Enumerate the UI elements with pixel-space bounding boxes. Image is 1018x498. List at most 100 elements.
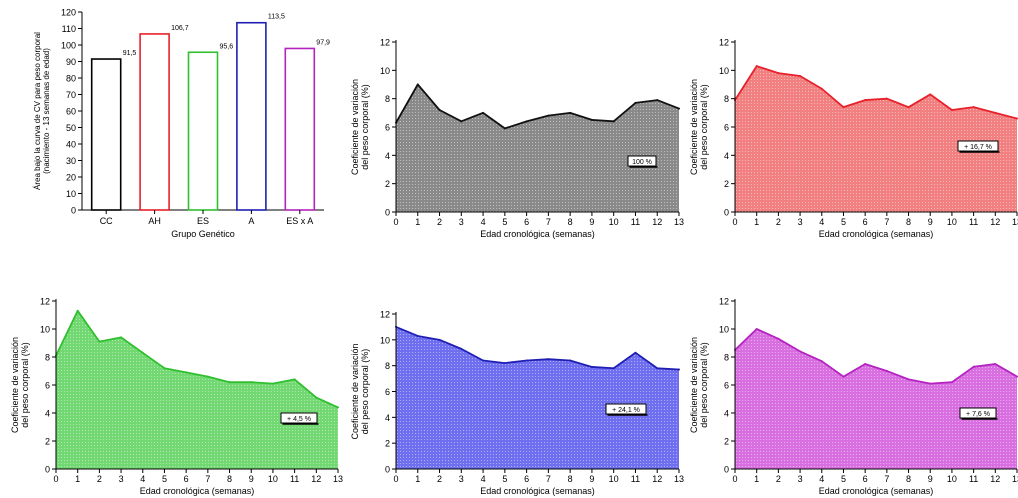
annotation-text: + 16,7 % [964, 144, 992, 151]
x-tick-label: 8 [906, 474, 911, 484]
x-tick-label: 3 [119, 474, 124, 484]
y-tick-label: 20 [66, 173, 76, 183]
y-tick-label: 60 [66, 107, 76, 117]
area-texture [735, 329, 1017, 469]
y-tick-label: 4 [724, 151, 729, 161]
x-tick-label: 5 [502, 474, 507, 484]
area-texture [396, 326, 679, 469]
y-tick-label: 10 [380, 66, 390, 76]
y-tick-label: 70 [66, 90, 76, 100]
y-tick-label: 6 [724, 123, 729, 133]
x-tick-label: 10 [947, 474, 957, 484]
y-tick-label: 6 [45, 381, 50, 391]
x-tick-label: 1 [754, 217, 759, 227]
x-tick-label: 4 [481, 217, 486, 227]
y-tick-label: 12 [380, 38, 390, 48]
area-texture [735, 66, 1017, 212]
x-tick-label: 1 [75, 474, 80, 484]
y-tick-label: 6 [385, 123, 390, 133]
x-tick-label: 12 [652, 474, 662, 484]
value-label: 97,9 [316, 39, 330, 46]
data-point [482, 111, 485, 114]
x-tick-label: 0 [732, 217, 737, 227]
data-point [820, 87, 823, 90]
data-point [250, 381, 253, 384]
y-tick-label: 10 [719, 66, 729, 76]
data-point [271, 382, 274, 385]
data-point [864, 99, 867, 102]
y-tick-label: 4 [385, 151, 390, 161]
data-point [569, 111, 572, 114]
data-point [777, 72, 780, 75]
x-tick-label: 8 [568, 217, 573, 227]
x-tick-label: 12 [990, 474, 1000, 484]
value-label: 91,5 [123, 50, 137, 57]
data-point [972, 106, 975, 109]
y-tick-label: 0 [724, 208, 729, 218]
y-tick-label: 6 [385, 387, 390, 397]
data-point [950, 381, 953, 384]
annotation-box [280, 412, 318, 424]
data-point [656, 367, 659, 370]
y-tick-label: 0 [385, 208, 390, 218]
x-tick-label: 2 [776, 217, 781, 227]
data-point [612, 367, 615, 370]
x-tick-label: 11 [290, 474, 299, 484]
data-point [460, 120, 463, 123]
x-tick-label: ES x A [286, 216, 313, 226]
x-tick-label: A [248, 216, 254, 226]
data-point [460, 347, 463, 350]
data-point [777, 337, 780, 340]
x-tick-label: 0 [393, 217, 398, 227]
y-tick-label: 2 [385, 179, 390, 189]
chart-bar: 0 10 20 30 40 50 60 70 80 90 100 110 120 91,5 CC 106,7 A… [33, 8, 330, 240]
x-tick-label: 13 [1012, 217, 1018, 227]
x-tick-label: 8 [227, 474, 232, 484]
data-point [907, 378, 910, 381]
x-axis-title: Edad cronológica (semanas) [480, 229, 595, 239]
y-tick-label: 12 [380, 310, 390, 320]
annotation-box [959, 407, 997, 419]
x-tick-label: 0 [53, 474, 58, 484]
x-tick-label: 4 [819, 474, 824, 484]
y-tick-label: 10 [719, 325, 729, 335]
x-axis-title: Edad cronológica (semanas) [480, 486, 595, 496]
x-tick-label: 6 [863, 217, 868, 227]
y-tick-label: 120 [61, 8, 76, 18]
value-label: 113,5 [268, 14, 285, 21]
value-label: 95,6 [220, 43, 234, 50]
data-point [755, 328, 758, 330]
x-tick-label: 12 [652, 217, 662, 227]
data-point [678, 368, 680, 371]
y-tick-label: 12 [719, 38, 729, 48]
data-point [185, 371, 188, 374]
y-tick-label: 2 [385, 439, 390, 449]
x-tick-label: 2 [437, 217, 442, 227]
x-tick-label: 1 [415, 474, 420, 484]
x-tick-label: 5 [502, 217, 507, 227]
y-axis-title: Coeficiente de variación [689, 79, 699, 175]
series-line [395, 326, 680, 371]
y-tick-label: 50 [66, 123, 76, 133]
data-point [885, 370, 888, 372]
series-line [395, 83, 680, 130]
y-tick-label: 2 [724, 179, 729, 189]
data-point [416, 83, 419, 86]
annotation-text: + 24,1 % [612, 407, 640, 414]
y-axis-title: del peso corporal (%) [699, 342, 709, 428]
x-tick-label: 10 [609, 474, 619, 484]
data-point [228, 381, 231, 384]
x-tick-label: 13 [333, 474, 343, 484]
data-point [820, 360, 823, 363]
x-tick-label: 11 [969, 474, 978, 484]
y-axis-title: Área bajo la curva de CV para peso corpo… [33, 32, 42, 190]
y-tick-label: 4 [724, 409, 729, 419]
y-axis-title: Coeficiente de variación [350, 79, 360, 175]
bar [90, 58, 122, 211]
annotation-box [957, 140, 999, 152]
data-point [482, 359, 485, 362]
